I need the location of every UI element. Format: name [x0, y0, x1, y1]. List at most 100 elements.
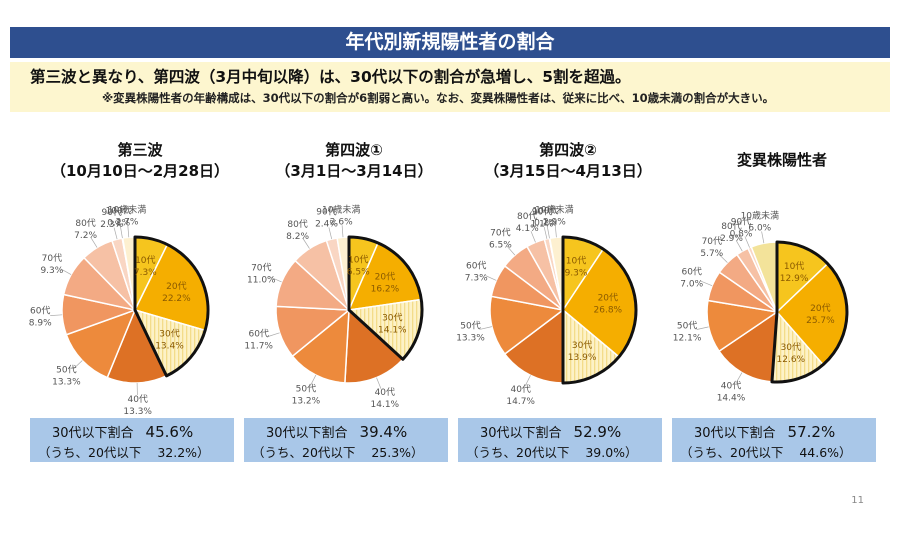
- slice-value-label: 2.6%: [330, 217, 353, 227]
- leader-line: [376, 377, 382, 389]
- slice-value-label: 2.7%: [116, 217, 139, 227]
- ratio-value: 45.6%: [145, 423, 194, 441]
- slice-category-label: 90代: [316, 207, 336, 218]
- ratio-label: 30代以下割合: [694, 426, 776, 441]
- chart-subtitle: （3月1日～3月14日）: [275, 162, 433, 180]
- pie-chart-fourth-wave-1: 第四波① （3月1日～3月14日） 10代 6.5% 20代 16.2% 30代 14.1…: [244, 140, 464, 470]
- summary-note: ※変異株陽性者の年齢構成は、30代以下の割合が6割弱と高い。なお、変異株陽性者は…: [102, 91, 775, 105]
- slice-value-label: 5.7%: [700, 249, 723, 259]
- ratio-summary-box: 30代以下割合 57.2% （うち、20代以下 44.6%）: [672, 418, 876, 462]
- ratio-sub-label: （うち、20代以下: [38, 445, 142, 460]
- slice-value-label: 14.1%: [378, 325, 407, 335]
- slice-category-label: 30代: [382, 312, 402, 323]
- pie-svg: 10代 6.5% 20代 16.2% 30代 14.1% 40代 14.1% 50代 13.2% 6…: [244, 203, 424, 410]
- slice-value-label: 1.1%: [531, 219, 554, 229]
- ratio-sub-label: （うち、20代以下: [252, 445, 356, 460]
- slice-category-label: 10歳未満: [535, 203, 573, 215]
- slice-category-label: 90代: [532, 206, 552, 217]
- leader-line: [530, 231, 536, 243]
- slice-value-label: 13.2%: [292, 397, 321, 407]
- ratio-label: 30代以下割合: [266, 426, 348, 441]
- slice-category-label: 20代: [598, 293, 618, 304]
- slice-category-label: 10代: [135, 255, 155, 266]
- slice-value-label: 13.9%: [568, 353, 597, 363]
- slice-category-label: 80代: [721, 221, 741, 232]
- slice-category-label: 50代: [296, 384, 316, 395]
- leader-line: [700, 280, 713, 287]
- slice-category-label: 80代: [287, 219, 307, 230]
- slice-value-label: 6.0%: [748, 224, 771, 234]
- slice-value-label: 14.7%: [506, 397, 535, 407]
- leader-line: [480, 326, 492, 330]
- pie-svg: 10代 7.3% 20代 22.2% 30代 13.4% 40代 13.3% 50代 13.3% 6…: [29, 203, 210, 417]
- pie-chart-variant: 変異株陽性者 10代 12.9% 20代 25.7% 30代 12.6% 40代 14.4% 5…: [672, 140, 892, 470]
- highlight-outline: [347, 235, 424, 361]
- ratio-sub-value: 25.3%）: [371, 445, 424, 460]
- leader-line: [696, 326, 709, 330]
- ratio-label: 30代以下割合: [480, 426, 562, 441]
- slice-value-label: 13.3%: [52, 378, 81, 388]
- slice-category-label: 50代: [460, 321, 480, 332]
- slice-category-label: 70代: [42, 253, 62, 264]
- slice-category-label: 80代: [75, 218, 95, 229]
- pie-slice: [503, 308, 564, 384]
- slice-category-label: 70代: [490, 228, 510, 239]
- pie-chart-fourth-wave-2: 第四波② （3月15日～4月13日） 10代 9.3% 20代 26.8% 30代 13.…: [456, 140, 678, 470]
- ratio-summary-box: 30代以下割合 39.4% （うち、20代以下 25.3%）: [244, 418, 448, 462]
- ratio-label: 30代以下割合: [52, 426, 134, 441]
- leader-line: [268, 332, 280, 337]
- slice-value-label: 26.8%: [594, 306, 623, 316]
- slice-value-label: 2.9%: [543, 217, 566, 227]
- slice-category-label: 70代: [702, 236, 722, 247]
- leader-line: [546, 226, 550, 239]
- slice-value-label: 8.9%: [29, 318, 52, 328]
- slice-value-label: 2.3%: [100, 220, 123, 230]
- leader-line: [310, 374, 317, 386]
- slice-category-label: 10代: [784, 261, 804, 272]
- highlight-outline: [133, 235, 210, 378]
- slice-value-label: 7.3%: [465, 274, 488, 284]
- slice-value-label: 25.7%: [806, 316, 835, 326]
- ratio-sub-value: 32.2%）: [157, 445, 210, 460]
- ratio-value: 39.4%: [359, 423, 408, 441]
- slice-value-label: 12.9%: [780, 274, 809, 284]
- slice-category-label: 60代: [30, 305, 50, 316]
- ratio-value: 57.2%: [787, 423, 836, 441]
- ratio-value: 52.9%: [573, 423, 622, 441]
- slice-value-label: 11.7%: [244, 342, 273, 352]
- leader-line: [302, 238, 310, 249]
- slice-value-label: 16.2%: [371, 285, 400, 295]
- slice-category-label: 100代: [106, 205, 132, 216]
- slice-value-label: 12.6%: [777, 355, 806, 365]
- leader-line: [113, 227, 118, 240]
- pie-svg: 10代 12.9% 20代 25.7% 30代 12.6% 40代 14.4% 50代 12.1%…: [673, 210, 849, 404]
- leader-line: [524, 375, 531, 387]
- slice-value-label: 8.2%: [286, 232, 309, 242]
- leader-line: [270, 276, 282, 283]
- leader-line: [90, 237, 98, 248]
- slice-category-label: 20代: [375, 272, 395, 283]
- leader-line: [60, 268, 72, 275]
- slice-value-label: 6.5%: [347, 268, 370, 278]
- chart-title: 変異株陽性者: [736, 151, 827, 169]
- chart-title: 第四波②: [539, 141, 597, 159]
- leader-line: [341, 225, 344, 238]
- slice-category-label: 50代: [677, 321, 697, 332]
- chart-subtitle: （3月15日～4月13日）: [484, 162, 652, 180]
- slice-category-label: 60代: [681, 267, 701, 278]
- page-title: 年代別新規陽性者の割合: [10, 27, 890, 58]
- ratio-summary-box: 30代以下割合 45.6% （うち、20代以下 32.2%）: [30, 418, 234, 462]
- slice-value-label: 9.3%: [565, 269, 588, 279]
- slice-value-label: 13.4%: [155, 341, 184, 351]
- highlight-outline: [561, 235, 638, 385]
- leader-line: [744, 236, 750, 248]
- slice-category-label: 60代: [248, 329, 268, 340]
- slice-category-label: 40代: [127, 394, 147, 405]
- slice-category-label: 30代: [572, 340, 592, 351]
- summary-box: 第三波と異なり、第四波（3月中旬以降）は、30代以下の割合が急増し、5割を超過。…: [10, 62, 890, 112]
- slice-value-label: 13.3%: [123, 407, 152, 417]
- slice-category-label: 10歳未満: [108, 203, 146, 215]
- pie-svg: 10代 9.3% 20代 26.8% 30代 13.9% 40代 14.7% 50代 13.3% 6…: [456, 203, 638, 407]
- pie-slice: [291, 308, 350, 384]
- highlight-outline: [770, 240, 849, 384]
